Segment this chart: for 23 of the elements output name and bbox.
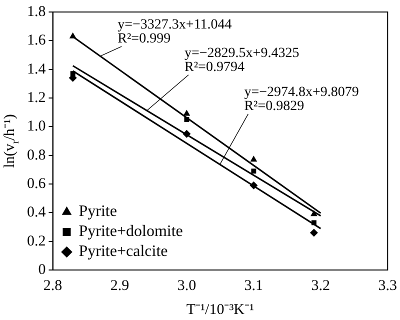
annotation: y=−2829.5x+9.4325 R²=0.9794	[184, 46, 300, 75]
y-tick-label: 0.6	[27, 176, 46, 192]
legend-label: Pyrite	[78, 203, 117, 220]
x-axis-title: T⁻¹/10⁻³K⁻¹	[186, 302, 254, 318]
x-tick-label: 2.9	[110, 278, 130, 294]
y-tick-label: 0.2	[27, 233, 46, 250]
y-tick-label: 0.4	[27, 204, 46, 221]
x-tick-label: 2.8	[43, 278, 62, 294]
x-tick-label: 3.0	[177, 278, 196, 294]
y-tick-label: 1.0	[27, 118, 46, 135]
y-tick-label: 1.8	[27, 4, 46, 20]
y-tick-label: 1.2	[27, 90, 46, 106]
x-tick-label: 3.3	[378, 278, 397, 294]
x-tick-label: 3.1	[244, 278, 264, 294]
y-tick-label: 0.8	[27, 147, 46, 164]
y-axis-title: ln(vr/h⁻¹)	[2, 114, 22, 168]
y-tick-label: 1.6	[27, 32, 46, 49]
y-tick-label: 1.4	[27, 61, 46, 78]
y-tick-label: 0	[38, 262, 46, 278]
legend-label: Pyrite+dolomite	[78, 223, 183, 240]
x-tick-label: 3.2	[311, 278, 330, 294]
legend-label: Pyrite+calcite	[78, 243, 168, 260]
annotation: y=−2974.8x+9.8079 R²=0.9829	[244, 84, 359, 114]
